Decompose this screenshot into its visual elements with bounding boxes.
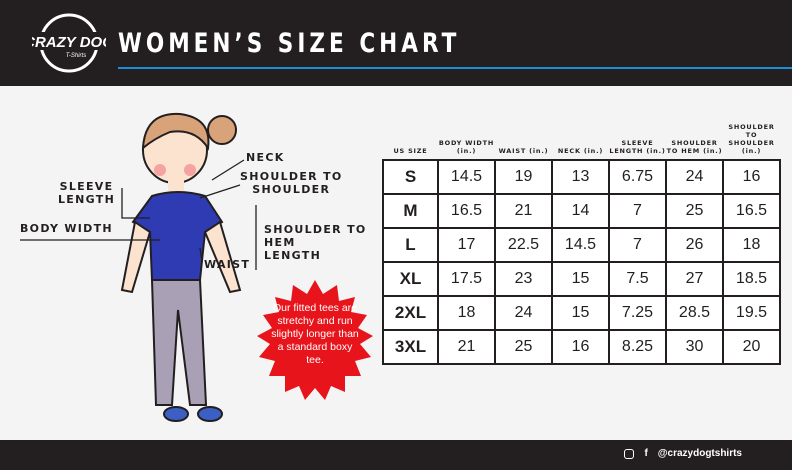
value-cell: 17 xyxy=(437,227,496,263)
value-cell: 18 xyxy=(437,295,496,331)
value-cell: 21 xyxy=(437,329,496,365)
column-header: BODY WIDTH (in.) xyxy=(438,139,495,155)
label-body-width: BODY WIDTH xyxy=(20,222,113,235)
value-cell: 6.75 xyxy=(608,159,667,195)
column-header: SLEEVE LENGTH (in.) xyxy=(609,139,666,155)
size-cell: 2XL xyxy=(382,295,439,331)
label-shoulder-to-hem: SHOULDER TO HEM LENGTH xyxy=(264,223,367,262)
value-cell: 8.25 xyxy=(608,329,667,365)
label-shoulder-to-shoulder: SHOULDER TO SHOULDER xyxy=(240,170,343,196)
woman-illustration xyxy=(20,112,257,422)
svg-text:T-Shirts: T-Shirts xyxy=(66,53,86,59)
value-cell: 21 xyxy=(494,193,553,229)
value-cell: 19.5 xyxy=(722,295,781,331)
size-cell: L xyxy=(382,227,439,263)
size-cell: M xyxy=(382,193,439,229)
crazy-dog-logo: CRAZY DOG T-Shirts xyxy=(32,13,106,73)
value-cell: 27 xyxy=(665,261,724,297)
size-cell: S xyxy=(382,159,439,195)
value-cell: 14.5 xyxy=(437,159,496,195)
value-cell: 7.25 xyxy=(608,295,667,331)
value-cell: 14 xyxy=(551,193,610,229)
value-cell: 7 xyxy=(608,193,667,229)
value-cell: 7 xyxy=(608,227,667,263)
starburst-badge xyxy=(257,280,373,400)
value-cell: 13 xyxy=(551,159,610,195)
value-cell: 22.5 xyxy=(494,227,553,263)
value-cell: 16.5 xyxy=(722,193,781,229)
value-cell: 30 xyxy=(665,329,724,365)
value-cell: 23 xyxy=(494,261,553,297)
svg-text:CRAZY DOG: CRAZY DOG xyxy=(32,34,106,51)
value-cell: 24 xyxy=(665,159,724,195)
column-header: US SIZE xyxy=(393,147,428,155)
table-row: 3XL 21 25 16 8.25 30 20 xyxy=(382,329,781,365)
value-cell: 18 xyxy=(722,227,781,263)
header: CRAZY DOG T-Shirts WOMEN’S SIZE CHART xyxy=(0,0,792,86)
value-cell: 28.5 xyxy=(665,295,724,331)
label-neck: NECK xyxy=(246,151,285,164)
footer: f @crazydogtshirts xyxy=(0,440,792,470)
value-cell: 16.5 xyxy=(437,193,496,229)
size-table: US SIZE BODY WIDTH (in.) WAIST (in.) NECK (… xyxy=(382,122,781,365)
table-row: M 16.5 21 14 7 25 16.5 xyxy=(382,193,781,229)
value-cell: 19 xyxy=(494,159,553,195)
value-cell: 15 xyxy=(551,261,610,297)
value-cell: 26 xyxy=(665,227,724,263)
page-title: WOMEN’S SIZE CHART xyxy=(118,28,461,59)
value-cell: 17.5 xyxy=(437,261,496,297)
value-cell: 15 xyxy=(551,295,610,331)
fit-note: Our fitted tees are stretchy and run sli… xyxy=(271,302,359,366)
label-waist: WAIST xyxy=(204,258,251,271)
column-header: WAIST (in.) xyxy=(498,147,549,155)
social-handle[interactable]: @crazydogtshirts xyxy=(657,448,742,459)
label-sleeve-length: SLEEVE LENGTH xyxy=(58,180,116,206)
column-header: SHOULDER TO HEM (in.) xyxy=(666,139,723,155)
value-cell: 25 xyxy=(494,329,553,365)
facebook-icon[interactable]: f xyxy=(644,448,648,459)
value-cell: 16 xyxy=(551,329,610,365)
value-cell: 20 xyxy=(722,329,781,365)
column-header: SHOULDER TO SHOULDER (in.) xyxy=(728,123,775,155)
value-cell: 24 xyxy=(494,295,553,331)
table-row: L 17 22.5 14.5 7 26 18 xyxy=(382,227,781,263)
value-cell: 18.5 xyxy=(722,261,781,297)
instagram-icon[interactable] xyxy=(624,448,635,459)
value-cell: 7.5 xyxy=(608,261,667,297)
size-cell: XL xyxy=(382,261,439,297)
table-row: S 14.5 19 13 6.75 24 16 xyxy=(382,159,781,195)
column-header: NECK (in.) xyxy=(557,147,604,155)
value-cell: 16 xyxy=(722,159,781,195)
table-row: 2XL 18 24 15 7.25 28.5 19.5 xyxy=(382,295,781,331)
social-links: f @crazydogtshirts xyxy=(624,448,742,459)
value-cell: 25 xyxy=(665,193,724,229)
table-row: XL 17.5 23 15 7.5 27 18.5 xyxy=(382,261,781,297)
value-cell: 14.5 xyxy=(551,227,610,263)
size-cell: 3XL xyxy=(382,329,439,365)
title-underline xyxy=(118,67,792,69)
